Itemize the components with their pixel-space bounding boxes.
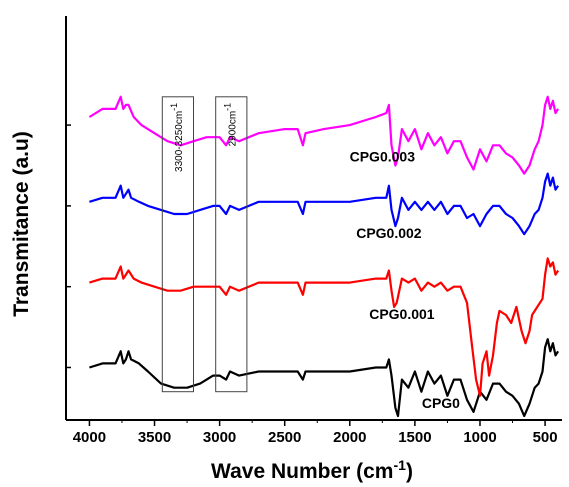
annotation-label-main-0: 3300-3250cm: [174, 111, 185, 172]
x-tick-label-4: 2000: [333, 429, 366, 446]
annotation-box-1: [215, 96, 248, 393]
x-axis-label: Wave Number (cm-1): [211, 457, 413, 483]
series-label-3: CPG0.003: [350, 148, 416, 164]
label-layer: CPG0 CPG0.001 CPG0.002 CPG0.003: [350, 148, 461, 411]
annotation-label-0: 3300-3250cm-1: [169, 103, 185, 172]
series-layer: [88, 95, 560, 418]
series-label-0: CPG0: [422, 395, 460, 411]
annotation-label-sup-0: -1: [169, 103, 179, 111]
x-tick-label-2: 3000: [203, 429, 236, 446]
x-tick-label-6: 1000: [463, 429, 496, 446]
series-label-1: CPG0.001: [369, 306, 435, 322]
annotation-box-0: [161, 96, 195, 393]
x-axis-label-main: Wave Number (cm: [211, 460, 393, 483]
x-tick-label-1: 3500: [138, 429, 171, 446]
x-axis-label-close: ): [406, 460, 413, 483]
x-axis-label-sup: -1: [393, 457, 406, 473]
series-label-2: CPG0.002: [356, 225, 422, 241]
y-axis-label: Transmitance (a.u): [10, 131, 33, 317]
annotation-label-sup-1: -1: [222, 103, 232, 111]
x-tick-label-7: 500: [533, 429, 558, 446]
series-line-2: [89, 172, 560, 236]
x-tick-label-3: 2500: [268, 429, 301, 446]
x-tick-label-0: 4000: [73, 429, 106, 446]
series-line-3: [88, 95, 560, 175]
series-line-0: [89, 338, 560, 418]
series-line-1: [89, 257, 560, 397]
annotation-label-main-1: 2900cm: [227, 111, 238, 147]
annotation-label-1: 2900cm-1: [222, 103, 238, 147]
axis-layer: 4000 3500 3000 2500 2000 1500 1000 500: [65, 16, 562, 446]
x-tick-label-5: 1500: [398, 429, 431, 446]
